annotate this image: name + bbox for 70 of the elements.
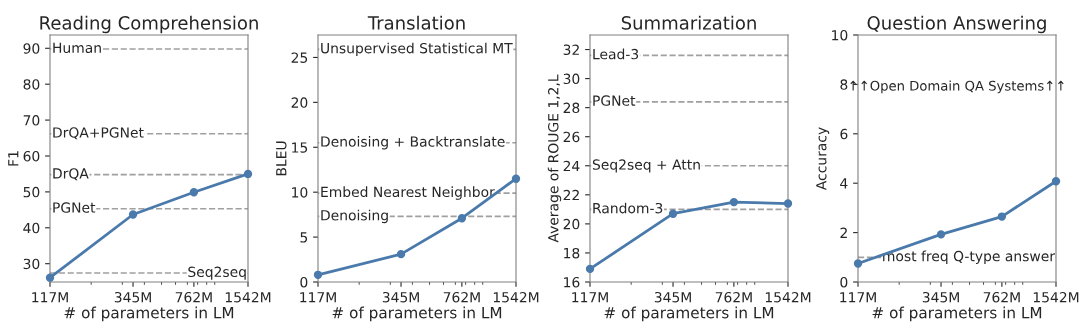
ref-line-label: DrQA [53, 168, 89, 181]
ref-line-label: PGNet [53, 202, 96, 213]
chart-title: Translation [367, 15, 465, 30]
ref-line-label: PGNet [593, 95, 636, 106]
y-tick-label: 10 [832, 29, 848, 41]
y-tick-label: 18 [564, 247, 580, 259]
ref-line-label: most freq Q-type answer [883, 250, 1056, 265]
y-tick-label: 15 [292, 142, 308, 153]
y-tick-label: 22 [563, 189, 579, 201]
y-axis-title: BLEU [276, 141, 287, 176]
x-axis-title: # of parameters in LM [872, 306, 1042, 322]
y-tick-label: 90 [23, 43, 40, 54]
ref-line-label: Embed Nearest Neighbor [321, 186, 495, 200]
y-tick-label: 6 [840, 128, 848, 140]
y-tick-label: 60 [23, 150, 40, 162]
y-tick-label: 20 [563, 218, 580, 230]
x-tick-label: 762M [983, 291, 1020, 303]
chart-title: Reading Comprehension [40, 15, 258, 34]
y-axis-title: F1 [8, 151, 19, 166]
y-tick-label: 80 [23, 79, 40, 90]
y-tick-label: 0 [840, 276, 848, 288]
y-tick-label: 28 [563, 102, 580, 114]
y-tick-label: 20 [291, 97, 308, 108]
y-axis-title: Average of ROUGE 1,2,L [547, 74, 562, 243]
y-tick-label: 32 [563, 44, 579, 55]
ref-line-label: Human [53, 42, 101, 54]
y-tick-label: 24 [563, 160, 580, 172]
y-axis-title: Accuracy [816, 127, 830, 191]
ref-line-label: Denoising [321, 209, 388, 224]
annotation: ↑↑Open Domain QA Systems↑↑ [850, 80, 1064, 94]
y-tick-label: 8 [840, 79, 848, 90]
y-tick-label: 30 [563, 73, 580, 85]
chart-title: Question Answering [867, 15, 1046, 34]
x-tick-label: 762M [175, 291, 212, 303]
x-axis-title: # of parameters in LM [64, 306, 234, 322]
y-tick-label: 26 [563, 131, 580, 143]
y-tick-label: 2 [840, 227, 847, 238]
y-tick-label: 10 [292, 187, 308, 198]
x-tick-label: 117M [840, 292, 876, 303]
y-tick-label: 16 [564, 276, 580, 288]
y-tick-label: 4 [840, 178, 848, 189]
x-axis-title: # of parameters in LM [332, 306, 502, 322]
y-tick-label: 30 [23, 258, 40, 270]
y-tick-label: 70 [23, 115, 40, 126]
x-axis-title: # of parameters in LM [604, 306, 774, 322]
x-tick-label: 1542M [765, 291, 811, 303]
ref-line-label: Seq2seq [188, 266, 246, 280]
x-tick-label: 345M [114, 291, 151, 303]
x-tick-label: 117M [572, 292, 608, 303]
y-tick-label: 40 [23, 222, 40, 234]
x-tick-label: 1542M [225, 291, 271, 303]
x-tick-label: 345M [922, 291, 959, 303]
x-tick-label: 117M [300, 292, 336, 303]
x-tick-label: 762M [715, 291, 752, 303]
x-tick-label: 345M [382, 291, 419, 303]
x-tick-label: 117M [32, 292, 68, 303]
x-tick-label: 1542M [1033, 291, 1079, 303]
ref-line-label: Lead-3 [593, 48, 639, 60]
ref-line-label: Denoising + Backtranslate [321, 136, 505, 150]
chart-title: Summarization [621, 15, 756, 30]
y-tick-label: 50 [23, 186, 40, 198]
ref-line-label: Random-3 [593, 202, 663, 214]
x-tick-label: 345M [654, 291, 691, 303]
ref-line-label: Seq2seq + Attn [592, 159, 700, 173]
x-tick-label: 762M [443, 291, 480, 303]
ref-line-label: DrQA+PGNet [53, 127, 144, 140]
y-tick-label: 0 [300, 276, 308, 288]
y-tick-label: 25 [291, 52, 308, 63]
x-tick-label: 1542M [493, 291, 539, 303]
y-tick-label: 5 [300, 232, 308, 243]
